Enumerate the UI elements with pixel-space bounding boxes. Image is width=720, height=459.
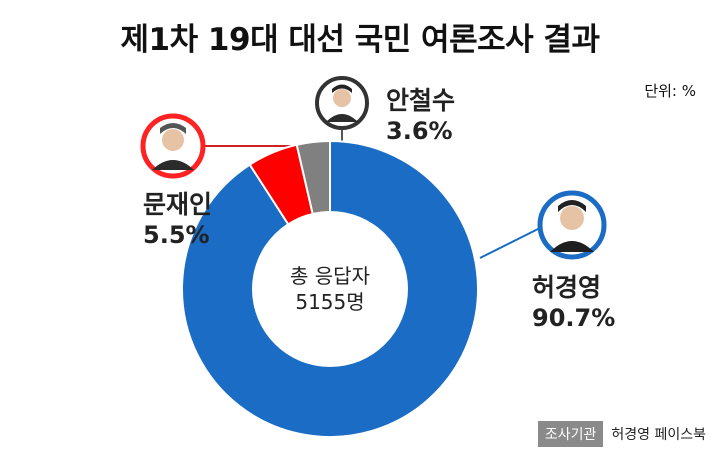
source-credit: 조사기관 허경영 페이스북 (537, 421, 706, 447)
source-tag: 조사기관 (537, 421, 604, 447)
label-ahn: 안철수 3.6% (386, 86, 455, 146)
candidate-value: 5.5% (143, 221, 210, 249)
label-moon: 문재인 5.5% (143, 190, 212, 250)
center-text: 총 응답자 5155명 (255, 263, 405, 315)
chart-title: 제1차 19대 대선 국민 여론조사 결과 (120, 22, 600, 58)
label-heo: 허경영 90.7% (532, 273, 615, 333)
unit-label: 단위: % (644, 82, 696, 100)
portrait-ahn (315, 76, 369, 130)
candidate-value: 90.7% (532, 304, 616, 332)
candidate-name: 허경영 (532, 273, 602, 302)
candidate-value: 3.6% (386, 117, 453, 145)
donut-hole (252, 211, 408, 367)
candidate-name: 안철수 (386, 86, 456, 115)
portrait-heo (537, 190, 607, 260)
leader-line-heo (479, 227, 541, 259)
candidate-name: 문재인 (143, 190, 213, 219)
source-name: 허경영 페이스북 (611, 427, 706, 443)
portrait-moon (140, 113, 206, 179)
center-line-2: 5155명 (295, 290, 365, 314)
center-line-1: 총 응답자 (290, 264, 370, 288)
